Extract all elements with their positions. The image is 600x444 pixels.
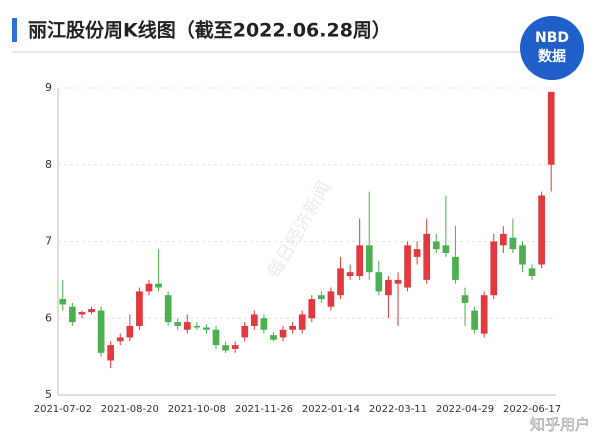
candle-body	[404, 245, 411, 288]
logo	[520, 16, 584, 80]
candle-body	[413, 249, 421, 257]
candle-body	[97, 310, 105, 353]
candle-body	[346, 272, 354, 277]
candle-body	[136, 291, 143, 326]
candle-body	[471, 310, 478, 330]
candle-body	[270, 335, 277, 340]
y-tick-label: 5	[45, 388, 52, 401]
logo-top: NBD	[535, 30, 569, 46]
candle-body	[155, 283, 162, 288]
candle-body	[432, 241, 440, 250]
y-tick-label: 7	[45, 235, 52, 248]
x-tick-label: 2022-01-14	[302, 404, 360, 415]
candle-body	[193, 325, 201, 328]
candle-body	[59, 299, 67, 305]
candle-body	[423, 233, 431, 280]
watermark: 每日经济新闻	[263, 178, 335, 282]
candle-body	[164, 295, 172, 323]
candle-body	[298, 314, 306, 330]
candle-body	[480, 295, 488, 334]
x-tick-label: 2022-06-17	[503, 404, 561, 415]
candle-body	[69, 306, 76, 323]
candle-body	[260, 318, 268, 330]
candle-body	[289, 325, 296, 330]
x-tick-label: 2021-10-08	[168, 404, 226, 415]
candle-body	[461, 295, 469, 303]
candle-body	[509, 237, 517, 250]
candle-body	[116, 337, 124, 342]
candle-body	[327, 291, 335, 307]
candle-body	[241, 325, 249, 338]
candle-body	[308, 299, 316, 319]
x-tick-label: 2021-11-26	[235, 404, 293, 415]
candle-body	[174, 322, 182, 326]
y-tick-label: 9	[45, 81, 52, 94]
footer: 知乎用户	[530, 416, 590, 434]
candle-body	[145, 283, 153, 292]
candle-body	[499, 233, 507, 246]
candle-body	[365, 245, 373, 273]
candle-body	[203, 327, 210, 330]
x-tick-label: 2022-04-29	[436, 404, 494, 415]
candle-body	[394, 279, 402, 284]
candle-body	[519, 245, 526, 265]
candle-body	[452, 256, 459, 280]
candle-body	[547, 91, 555, 165]
candle-body	[528, 268, 536, 277]
candle-body	[538, 195, 545, 265]
candle-body	[231, 345, 239, 349]
candle-body	[356, 245, 364, 277]
candle-body	[212, 329, 220, 346]
title-accent	[12, 18, 17, 42]
candle-body	[442, 245, 450, 254]
candle-body	[375, 272, 383, 292]
candle-body	[107, 345, 115, 361]
candle-body	[222, 345, 229, 351]
candle-body	[250, 314, 258, 326]
candle-body	[78, 312, 86, 315]
x-tick-label: 2021-07-02	[34, 404, 92, 415]
candle-body	[126, 325, 134, 338]
candle-body	[337, 268, 344, 296]
x-tick-label: 2022-03-11	[369, 404, 427, 415]
y-tick-label: 8	[45, 158, 52, 171]
candle-body	[88, 309, 95, 313]
candle-body	[490, 241, 498, 296]
logo-bottom: 数据	[538, 48, 566, 65]
y-tick-label: 6	[45, 311, 52, 324]
candle-body	[183, 322, 191, 330]
candle-body	[279, 329, 287, 338]
x-tick-label: 2021-08-20	[101, 404, 159, 415]
candle-body	[318, 295, 325, 300]
chart-title: 丽江股份周K线图（截至2022.06.28周）	[28, 19, 391, 42]
candle-body	[385, 279, 392, 296]
